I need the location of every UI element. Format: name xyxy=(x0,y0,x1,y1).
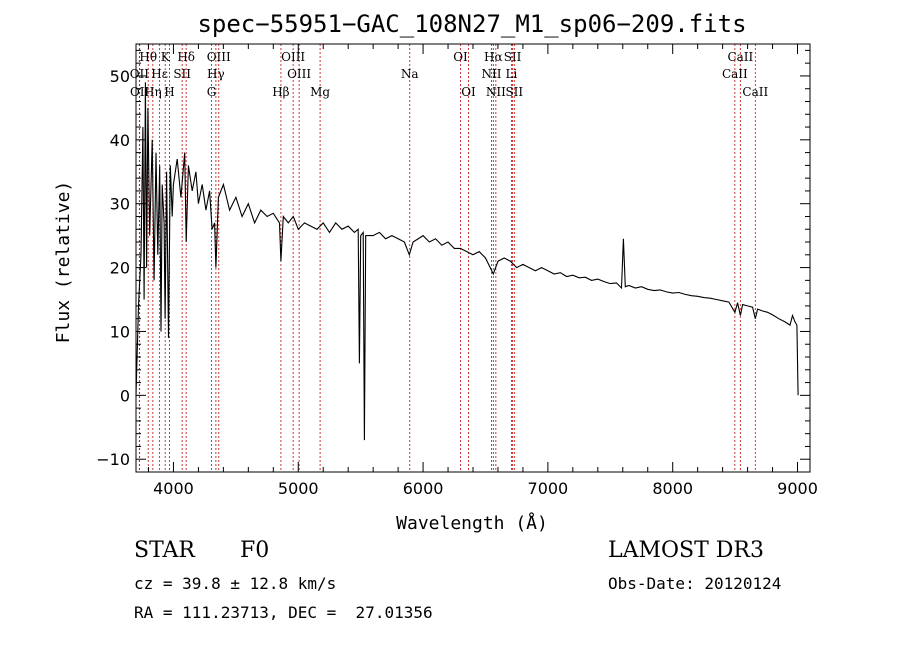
spectral-line-label: Hη xyxy=(144,85,162,99)
spectral-line-label: OII xyxy=(130,67,150,81)
x-tick-label: 4000 xyxy=(153,479,194,498)
observation-date: Obs-Date: 20120124 xyxy=(608,574,782,593)
spectral-line-label: OI xyxy=(461,85,476,99)
spectral-line-label: Hβ xyxy=(272,85,289,99)
x-tick-label: 8000 xyxy=(652,479,693,498)
spectral-line-label: OI xyxy=(453,50,468,64)
redshift-value: cz = 39.8 ± 12.8 km/s xyxy=(134,574,337,593)
y-tick-label: 10 xyxy=(110,322,130,341)
x-tick-label: 7000 xyxy=(528,479,569,498)
spectral-line-label: Hα xyxy=(484,50,503,64)
spectrum-line xyxy=(135,82,799,441)
object-class: STAR xyxy=(134,538,195,563)
spectral-line-label: SII xyxy=(505,85,523,99)
plot-frame xyxy=(135,43,811,473)
spectral-line-label: G xyxy=(207,85,217,99)
spectral-line-label: OIII xyxy=(207,50,231,64)
y-tick-label: −10 xyxy=(96,450,130,469)
survey-name: LAMOST DR3 xyxy=(608,538,764,563)
spectral-line-label: Na xyxy=(401,67,419,81)
spectral-line-label: NII xyxy=(486,85,506,99)
spectral-line-label: OII xyxy=(130,85,150,99)
x-axis-ticks: 4000 5000 6000 7000 8000 9000 xyxy=(147,44,818,498)
y-tick-label: 0 xyxy=(120,386,130,405)
spectral-line-markers xyxy=(138,44,756,472)
spectral-line-label: SII xyxy=(173,67,191,81)
y-tick-label: 50 xyxy=(110,67,130,86)
spectral-line-label: Mg xyxy=(310,85,330,99)
spectral-line-label: NII xyxy=(481,67,501,81)
x-tick-label: 6000 xyxy=(403,479,444,498)
spectral-line-label: Hε xyxy=(151,67,168,81)
chart-title: spec−55951−GAC_108N27_M1_sp06−209.fits xyxy=(197,10,746,38)
y-tick-label: 30 xyxy=(110,195,130,214)
y-axis-ticks: −10 0 10 20 30 40 50 xyxy=(96,49,810,469)
coordinates: RA = 111.23713, DEC = 27.01356 xyxy=(134,603,433,622)
x-axis-label: Wavelength (Å) xyxy=(396,512,548,534)
y-tick-label: 20 xyxy=(110,259,130,278)
spectral-line-label: OIII xyxy=(287,67,311,81)
spectral-line-label: CaII xyxy=(722,67,748,81)
spectral-line-label: Li xyxy=(506,67,518,81)
object-subclass: F0 xyxy=(240,538,270,563)
spectral-line-label: H xyxy=(164,85,174,99)
x-tick-label: 5000 xyxy=(278,479,319,498)
spectral-line-label: CaII xyxy=(742,85,768,99)
y-tick-label: 40 xyxy=(110,131,130,150)
x-tick-label: 9000 xyxy=(777,479,818,498)
spectral-line-label: K xyxy=(161,50,171,64)
spectral-line-label: Hδ xyxy=(177,50,195,64)
spectral-line-label: Hγ xyxy=(207,67,225,81)
y-axis-label: Flux (relative) xyxy=(53,181,74,344)
spectral-line-label: SII xyxy=(504,50,522,64)
spectral-line-label: CaII xyxy=(727,50,753,64)
spectral-line-label: Hθ xyxy=(139,50,157,64)
spectral-line-label: OIII xyxy=(281,50,305,64)
